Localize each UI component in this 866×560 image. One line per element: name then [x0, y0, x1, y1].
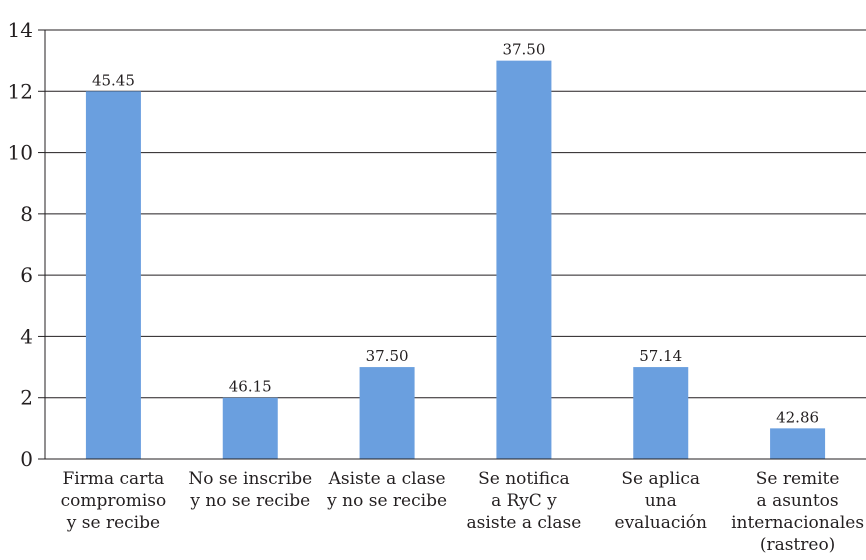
- bar: [496, 60, 552, 460]
- x-category-labels: Firma carta compromiso y se recibe No se in…: [61, 469, 864, 555]
- y-tick-label: 12: [8, 79, 33, 103]
- x-category-label-line: una: [645, 491, 677, 511]
- bars: [85, 60, 826, 460]
- data-label: 37.50: [502, 41, 545, 59]
- axes: [38, 29, 866, 460]
- y-tick-label: 8: [20, 202, 33, 226]
- data-label: 42.86: [776, 408, 819, 426]
- y-tick-label: 2: [20, 386, 33, 410]
- x-category-label-line: No se inscribe: [188, 469, 312, 489]
- x-category-label-line: Se aplica: [621, 469, 700, 489]
- x-category-label: Se remite a asuntos internacionales (rastre…: [731, 469, 864, 555]
- x-category-label: Se notifica a RyC y asiste a clase: [467, 469, 582, 533]
- data-label: 45.45: [92, 71, 135, 89]
- x-category-label-line: asiste a clase: [467, 513, 582, 533]
- x-category-label-line: Se notifica: [478, 469, 570, 489]
- bar: [633, 367, 689, 459]
- x-category-label: Asiste a clase y no se recibe: [326, 469, 447, 511]
- x-category-label-line: internacionales: [731, 513, 864, 533]
- bar: [359, 367, 415, 459]
- y-tick-label: 6: [20, 263, 33, 287]
- x-category-label-line: y no se recibe: [189, 491, 310, 511]
- data-label: 46.15: [229, 378, 272, 396]
- x-category-label: Firma carta compromiso y se recibe: [61, 469, 167, 533]
- x-category-label: No se inscribe y no se recibe: [188, 469, 312, 511]
- y-tick-label: 0: [20, 447, 33, 471]
- x-category-label-line: evaluación: [615, 513, 708, 533]
- y-tick-label: 10: [8, 141, 33, 165]
- data-labels: 45.45 46.15 37.50 37.50 57.14 42.86: [92, 41, 819, 427]
- x-category-label-line: (rastreo): [760, 535, 836, 555]
- x-category-label-line: a RyC y: [491, 491, 557, 511]
- x-category-label-line: y no se recibe: [326, 491, 447, 511]
- x-category-label: Se aplica una evaluación: [615, 469, 708, 533]
- data-label: 57.14: [639, 347, 682, 365]
- x-category-label-line: a asuntos: [757, 491, 839, 511]
- y-tick-labels: 0 2 4 6 8 10 12 14: [8, 18, 33, 471]
- x-category-label-line: compromiso: [61, 491, 167, 511]
- data-label: 37.50: [366, 347, 409, 365]
- bar: [222, 397, 278, 459]
- x-category-label-line: Asiste a clase: [328, 469, 446, 489]
- bar: [85, 91, 141, 460]
- x-category-label-line: Se remite: [756, 469, 840, 489]
- y-tick-label: 4: [20, 324, 33, 348]
- gridlines: [45, 29, 866, 399]
- x-category-label-line: Firma carta: [63, 469, 165, 489]
- bar: [770, 428, 826, 459]
- x-category-label-line: y se recibe: [66, 513, 160, 533]
- y-tick-label: 14: [8, 18, 33, 42]
